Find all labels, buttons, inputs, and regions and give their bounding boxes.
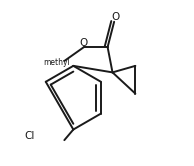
Text: methyl: methyl: [44, 58, 70, 67]
Text: O: O: [80, 38, 88, 48]
Text: O: O: [111, 12, 119, 22]
Text: Cl: Cl: [24, 131, 35, 141]
